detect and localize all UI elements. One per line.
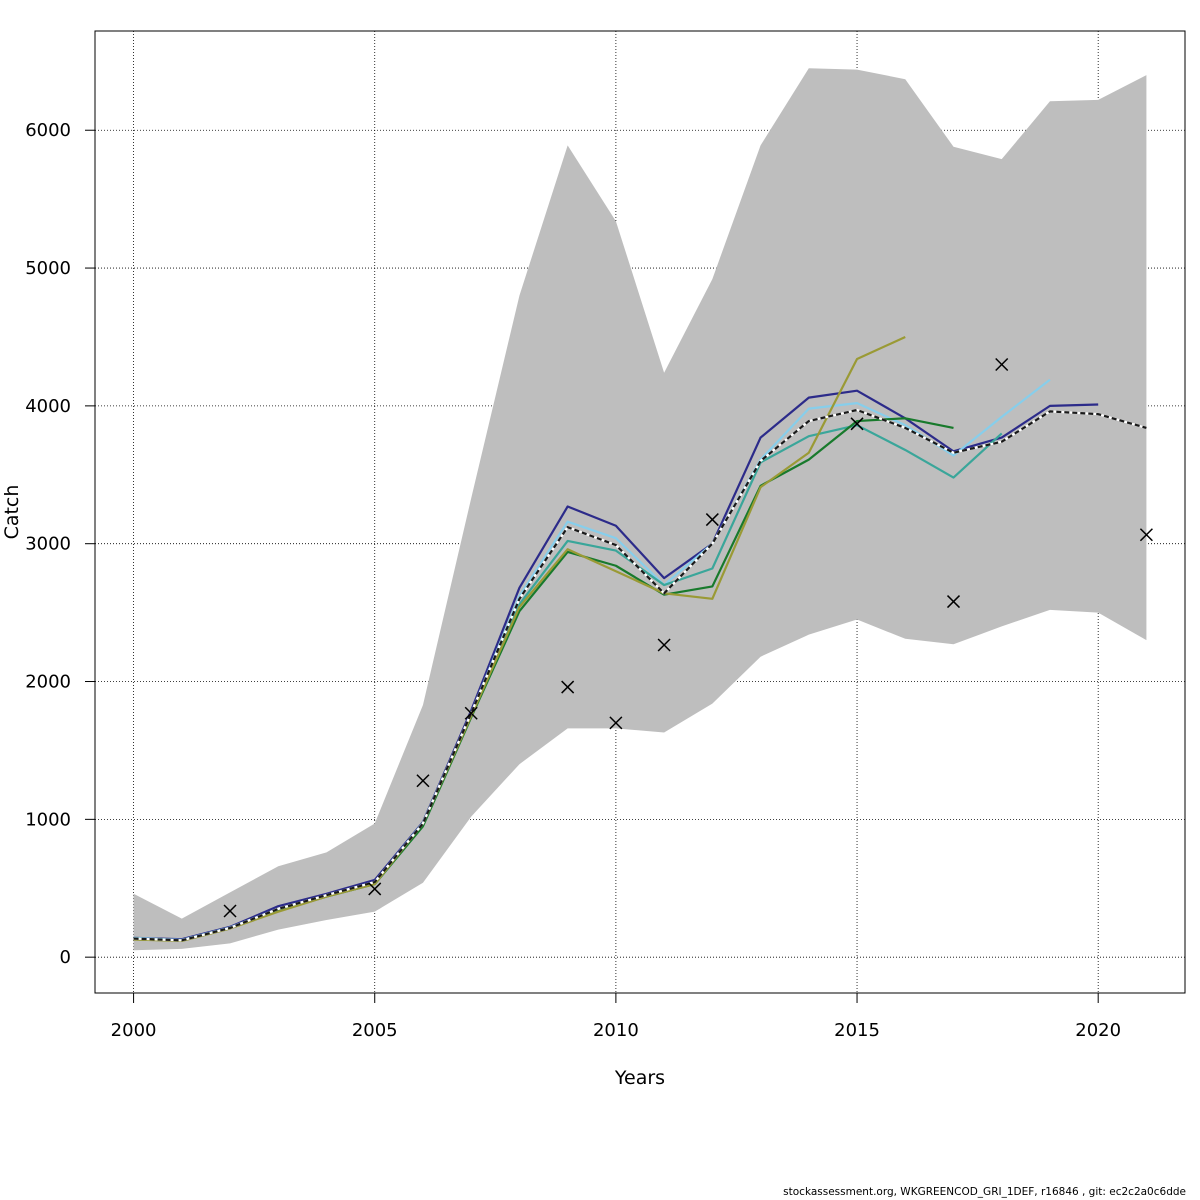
observation-point [416, 774, 430, 788]
y-tick-label: 4000 [25, 396, 71, 417]
observation-stroke [223, 904, 237, 918]
observation-point [946, 595, 961, 609]
x-tick-label: 2005 [352, 1020, 398, 1041]
y-tick-label: 3000 [25, 534, 71, 555]
series-line [133, 335, 906, 943]
series-line [133, 389, 1099, 941]
observation-stroke [561, 680, 575, 694]
observation-point [657, 638, 671, 652]
observation-point [995, 357, 1009, 372]
x-axis-title: Years [614, 1067, 665, 1089]
observation-stroke [705, 513, 719, 527]
y-tick-label: 1000 [25, 809, 71, 830]
observation-point [1139, 528, 1153, 542]
confidence-band [133, 68, 1147, 951]
series-lines [133, 335, 1147, 943]
observation-stroke [416, 774, 430, 788]
observation-stroke [850, 417, 864, 431]
y-tick-label: 2000 [25, 672, 71, 693]
observation-stroke [464, 706, 478, 720]
y-tick-label: 6000 [25, 120, 71, 141]
observation-markers [223, 357, 1153, 918]
observation-point [705, 513, 719, 527]
x-tick-label: 2015 [834, 1020, 880, 1041]
observation-stroke [995, 357, 1009, 372]
plot-frame [94, 30, 1186, 994]
observation-point [850, 417, 864, 431]
y-axis: 0 1000 2000 3000 4000 5000 6000 [25, 120, 95, 968]
series-line-underlay [133, 408, 1147, 942]
observation-stroke [657, 638, 671, 652]
y-axis-title: Catch [1, 485, 23, 540]
x-tick-label: 2010 [593, 1020, 639, 1041]
footer-credit: stockassessment.org, WKGREENCOD_GRI_1DEF… [783, 1186, 1186, 1198]
observation-stroke [946, 595, 961, 609]
observation-point [223, 904, 237, 918]
x-axis: 2000 2005 2010 2015 2020 [111, 993, 1121, 1041]
x-tick-label: 2000 [111, 1020, 157, 1041]
y-tick-label: 0 [60, 947, 71, 968]
observation-point [561, 680, 575, 694]
observation-stroke [1139, 528, 1153, 542]
observation-point [368, 882, 382, 896]
y-tick-label: 5000 [25, 258, 71, 279]
x-tick-label: 2020 [1075, 1020, 1121, 1041]
observation-stroke [609, 716, 623, 730]
confidence-band-area [133, 68, 1147, 951]
observation-stroke [368, 882, 382, 896]
observation-point [464, 706, 478, 720]
observation-point [609, 716, 623, 730]
